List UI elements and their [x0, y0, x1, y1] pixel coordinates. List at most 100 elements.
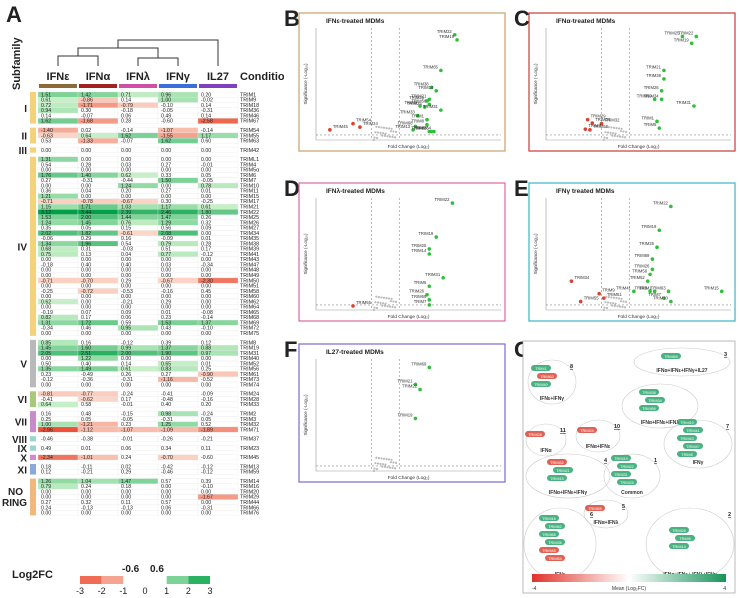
heat-value: 0.31 [81, 247, 91, 253]
up-point [441, 275, 445, 280]
heat-value: 0.85 [41, 340, 51, 346]
subfamily-label: V [20, 360, 27, 371]
point-label: TRIM41 [616, 285, 632, 290]
heat-value: 0.00 [201, 305, 211, 311]
ns-point [605, 306, 609, 310]
up-point [425, 292, 429, 297]
ns-point [385, 127, 388, 130]
gene-name: TRIM13 [240, 464, 259, 470]
point-label: TRIM6 [405, 100, 418, 105]
heat-value: -0.12 [41, 377, 53, 383]
point-label: TRIM21 [411, 93, 427, 98]
down-point [588, 128, 592, 132]
heat-value: 0.12 [201, 340, 211, 346]
venn-legend-max: 4 [723, 586, 726, 592]
venn-set-number: 3 [724, 352, 727, 358]
subfamily-bar [30, 147, 36, 153]
ns-point [377, 126, 380, 129]
heat-value: 0.00 [121, 511, 131, 517]
heat-value: 0.00 [121, 284, 131, 290]
heat-value: 0.65 [161, 361, 171, 367]
heat-value: 0.13 [81, 252, 91, 258]
heat-value: 0.00 [201, 157, 211, 163]
venn-gene-pill [639, 405, 659, 411]
venn-gene-pill [525, 431, 545, 437]
subfamily-bar [30, 436, 36, 442]
heatmap-panel: Subfamily IFNε IFNα IFNλ IFNγ IL27 Condition 1.… [2, 37, 284, 596]
down-point [597, 291, 601, 296]
heat-value: 1.51 [41, 92, 51, 98]
heat-value: -0.24 [121, 392, 133, 398]
heat-value: 1.45 [81, 220, 91, 226]
heat-value: 0.32 [201, 220, 211, 226]
gene-name: TRIM75 [240, 331, 259, 337]
venn-gene-pill [577, 427, 597, 433]
ns-point [382, 457, 386, 460]
heat-value: 0.00 [41, 294, 51, 300]
legend-swatch [101, 576, 124, 584]
venn-gene: TRIM1 [535, 367, 546, 371]
ns-point [381, 302, 385, 305]
heat-value: -0.12 [201, 252, 213, 258]
heat-value: 0.00 [121, 268, 131, 274]
heat-value: 0.00 [41, 495, 51, 501]
down-point [569, 279, 574, 283]
ns-point [602, 308, 605, 312]
ns-point [372, 469, 375, 473]
ns-point [394, 300, 398, 303]
gene-name: TRIM19 [240, 346, 259, 352]
point-label: TRIM14 [411, 248, 427, 253]
heat-value: -0.02 [201, 98, 213, 104]
heat-value: -1.16 [161, 377, 173, 383]
up-point [657, 228, 662, 233]
point-label: TRIM55 [356, 300, 372, 305]
subfamily-bar [30, 391, 36, 408]
ns-point [620, 127, 623, 130]
up-point [694, 34, 699, 39]
ns-point [373, 306, 376, 309]
volcano-ifng: IFNγ treated MDMs Fold Change (Log₂) Signi… [528, 182, 736, 322]
heat-value: -0.41 [161, 392, 173, 398]
heat-value: -0.63 [41, 133, 53, 139]
subfamily-label: III [19, 146, 28, 157]
point-label: TRIM52 [630, 275, 646, 280]
heat-value: 0.00 [161, 157, 171, 163]
heat-value: 0.00 [161, 294, 171, 300]
venn-gene: TRIM40 [534, 383, 548, 387]
heat-value: 2.51 [81, 351, 91, 357]
heat-value: 0.00 [121, 489, 131, 495]
venn-set-number: 4 [604, 458, 608, 464]
heat-value: 0.57 [161, 479, 171, 485]
heat-value: 0.00 [201, 273, 211, 279]
down-point [590, 121, 595, 125]
heat-value: 0.00 [201, 331, 211, 337]
venn-gene: TRIM6 [679, 537, 690, 541]
gene-name: TRIM8 [240, 340, 256, 346]
gene-name: TRIM38 [240, 241, 259, 247]
gene-name: TRIM37 [240, 437, 259, 443]
heat-value: -0.10 [161, 103, 173, 109]
column-header: IFNλ [126, 71, 150, 83]
point-label: TRIM8 [411, 119, 424, 124]
venn-set-title: Common [621, 490, 643, 496]
heat-value: 0.04 [121, 252, 131, 258]
legend-threshold: 0.6 [150, 564, 164, 575]
volcano-il27: IL27-treated MDMs Fold Change (Log₂) Signi… [298, 343, 506, 483]
heat-value: -0.15 [121, 411, 133, 417]
heat-value: -0.01 [121, 402, 133, 408]
heat-value: 1.26 [41, 479, 51, 485]
heat-value: -0.25 [41, 289, 53, 295]
ns-point [607, 296, 610, 299]
up-point [422, 105, 427, 109]
heat-value: 0.00 [121, 273, 131, 279]
plot-title: IL27-treated MDMs [326, 349, 384, 356]
ns-point [616, 305, 619, 308]
ns-point [390, 297, 393, 300]
venn-gene-pill [545, 523, 565, 529]
plot-title: IFNλ-treated MDMs [326, 187, 385, 195]
ns-point [603, 306, 606, 309]
venn-set [621, 383, 699, 429]
heat-value: -0.13 [121, 505, 133, 511]
gene-name: TRIM76 [240, 511, 259, 517]
column-header: IFNα [86, 71, 111, 83]
